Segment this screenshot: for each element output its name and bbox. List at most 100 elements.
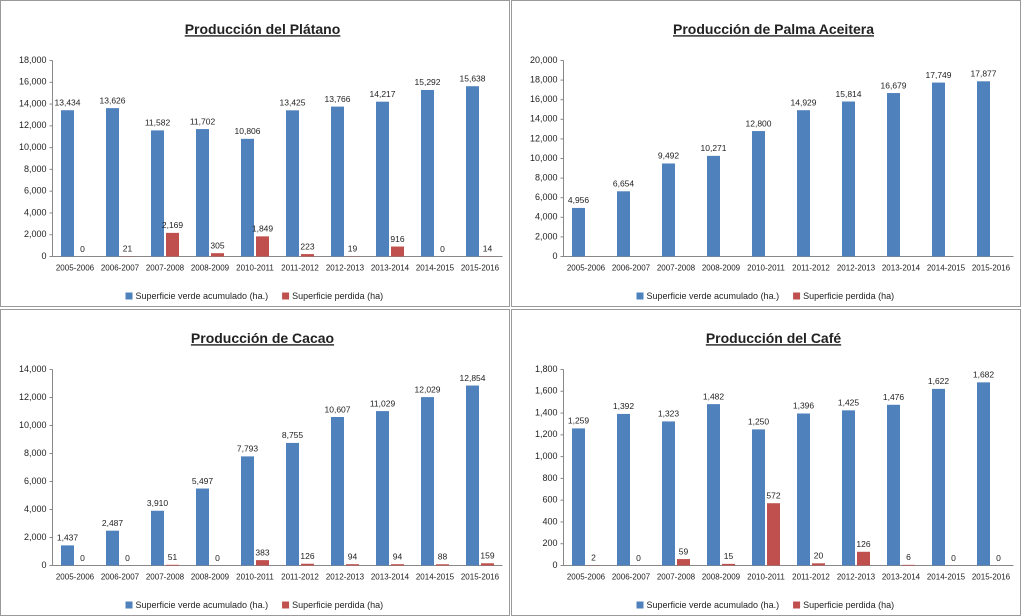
y-tick-label: 200 — [542, 538, 557, 548]
y-tick-label: 2,000 — [535, 231, 558, 241]
x-tick-label: 2014-2015 — [927, 573, 966, 582]
value-label: 0 — [80, 244, 85, 254]
value-label: 0 — [80, 553, 85, 563]
y-tick-label: 6,000 — [24, 186, 47, 196]
y-tick-label: 4,000 — [24, 504, 47, 514]
x-tick-label: 2013-2014 — [371, 264, 410, 273]
value-label: 17,749 — [926, 70, 952, 80]
value-label: 6,654 — [613, 179, 635, 189]
value-label: 20 — [814, 551, 824, 561]
value-label: 15,814 — [836, 89, 862, 99]
x-tick-label: 2007-2008 — [657, 573, 696, 582]
bar — [887, 93, 900, 257]
value-label: 1,250 — [748, 417, 770, 427]
y-tick-label: 800 — [542, 473, 557, 483]
bar — [61, 545, 74, 566]
chart-title: Producción de Palma Aceitera — [673, 21, 874, 37]
bar — [887, 404, 900, 566]
bar — [391, 246, 404, 257]
y-tick-label: 1,400 — [535, 407, 558, 417]
x-tick-label: 2010-2011 — [747, 573, 785, 582]
value-label: 383 — [255, 547, 269, 557]
x-tick-label: 2010-2011 — [236, 264, 274, 273]
bar — [481, 563, 494, 566]
value-label: 12,029 — [415, 384, 441, 394]
x-tick-label: 2005-2006 — [56, 573, 95, 582]
value-label: 7,793 — [237, 444, 259, 454]
y-tick-label: 14,000 — [530, 114, 558, 124]
y-tick-label: 0 — [41, 251, 46, 261]
bar — [241, 456, 254, 566]
value-label: 21 — [123, 244, 133, 254]
x-tick-label: 2007-2008 — [146, 573, 185, 582]
value-label: 2,169 — [162, 220, 184, 230]
bar — [797, 110, 810, 257]
value-label: 6 — [906, 552, 911, 562]
legend-swatch — [636, 601, 644, 609]
legend-label: Superficie verde acumulado (ha.) — [136, 600, 269, 610]
bar — [346, 564, 359, 566]
bar — [812, 563, 825, 566]
bar — [677, 559, 690, 566]
x-tick-label: 2007-2008 — [146, 264, 185, 273]
value-label: 10,271 — [701, 143, 727, 153]
value-label: 10,806 — [235, 126, 261, 136]
bar — [376, 101, 389, 257]
bar — [932, 82, 945, 257]
x-tick-label: 2008-2009 — [191, 573, 230, 582]
x-tick-label: 2005-2006 — [567, 264, 606, 273]
value-label: 5,497 — [192, 476, 214, 486]
x-tick-label: 2013-2014 — [882, 264, 921, 273]
x-tick-label: 2015-2016 — [461, 264, 500, 273]
y-tick-label: 6,000 — [535, 192, 558, 202]
bar — [797, 413, 810, 566]
x-tick-label: 2012-2013 — [837, 573, 876, 582]
value-label: 126 — [300, 551, 314, 561]
bar — [722, 563, 735, 566]
value-label: 17,877 — [971, 69, 997, 79]
bar — [151, 130, 164, 257]
y-tick-label: 18,000 — [19, 55, 47, 65]
value-label: 16,679 — [881, 80, 907, 90]
value-label: 13,434 — [55, 97, 81, 107]
x-tick-label: 2008-2009 — [191, 264, 230, 273]
x-tick-label: 2006-2007 — [101, 264, 140, 273]
value-label: 1,425 — [838, 398, 860, 408]
y-tick-label: 14,000 — [19, 98, 47, 108]
x-tick-label: 2014-2015 — [416, 264, 455, 273]
x-tick-label: 2006-2007 — [101, 573, 140, 582]
legend-label: Superficie perdida (ha) — [803, 291, 894, 301]
y-tick-label: 600 — [542, 495, 557, 505]
bar — [391, 564, 404, 566]
value-label: 12,854 — [460, 373, 486, 383]
y-tick-label: 16,000 — [530, 94, 558, 104]
bar — [662, 163, 675, 257]
value-label: 1,622 — [928, 376, 950, 386]
x-tick-label: 2011-2012 — [281, 264, 319, 273]
value-label: 305 — [210, 240, 224, 250]
legend-label: Superficie perdida (ha) — [803, 600, 894, 610]
value-label: 14 — [483, 244, 493, 254]
y-tick-label: 0 — [41, 560, 46, 570]
value-label: 126 — [856, 539, 870, 549]
value-label: 0 — [215, 553, 220, 563]
bar — [211, 253, 224, 257]
y-tick-label: 1,600 — [535, 386, 558, 396]
y-tick-label: 6,000 — [24, 476, 47, 486]
value-label: 19 — [348, 244, 358, 254]
value-label: 2 — [591, 553, 596, 563]
bar — [572, 428, 585, 566]
bar — [707, 404, 720, 566]
bar — [857, 551, 870, 566]
value-label: 159 — [480, 551, 494, 561]
value-label: 0 — [125, 553, 130, 563]
value-label: 12,800 — [746, 118, 772, 128]
y-tick-label: 0 — [552, 560, 557, 570]
x-tick-label: 2015-2016 — [461, 573, 500, 582]
bar — [151, 510, 164, 566]
bar — [902, 564, 915, 566]
bar — [436, 564, 449, 566]
y-tick-label: 4,000 — [24, 207, 47, 217]
legend-swatch — [636, 292, 644, 300]
bar — [752, 429, 765, 566]
